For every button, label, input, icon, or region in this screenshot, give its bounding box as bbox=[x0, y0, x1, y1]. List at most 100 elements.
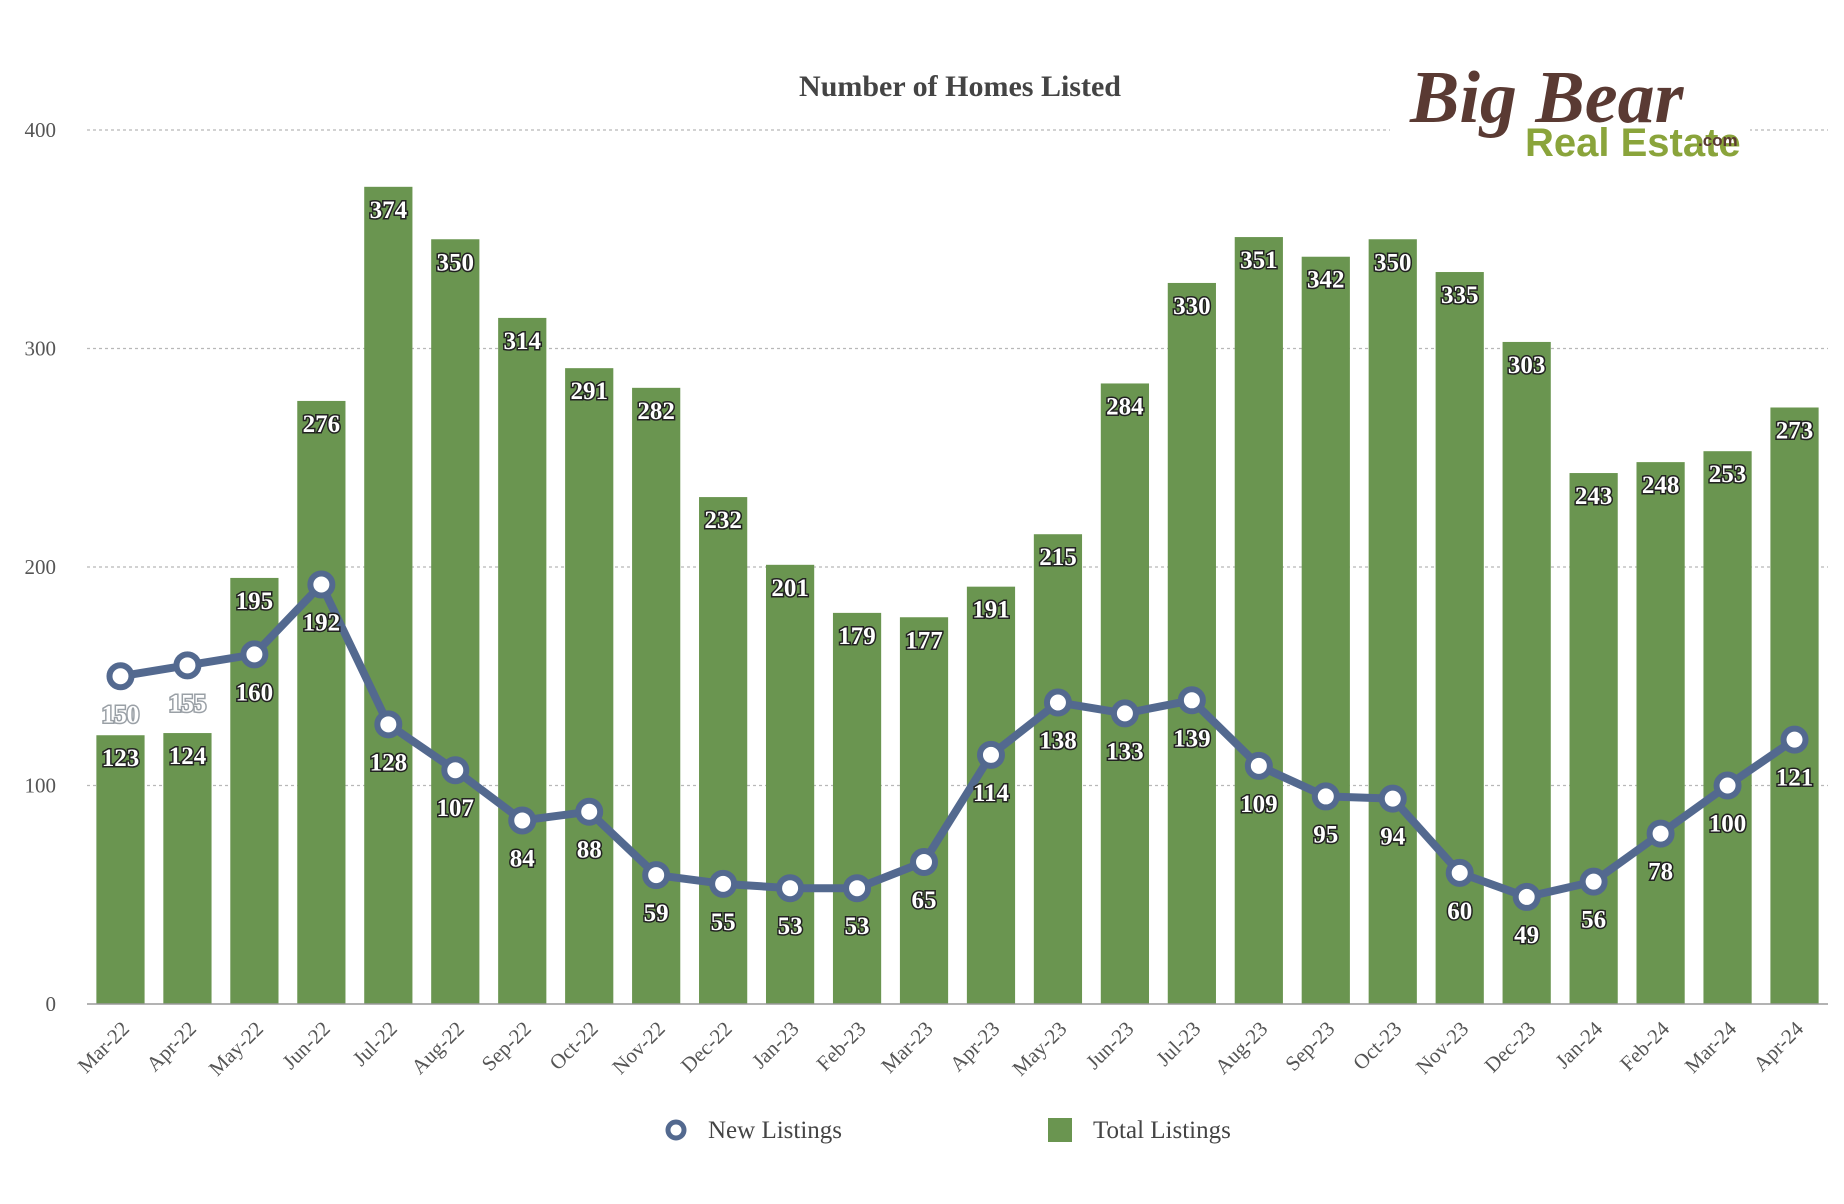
y-tick-label: 100 bbox=[25, 774, 57, 798]
x-tick-label: Dec-22 bbox=[676, 1017, 737, 1078]
bar-value-label: 195 bbox=[236, 588, 274, 615]
new-listings-point bbox=[508, 806, 537, 835]
bar-total-listings bbox=[1569, 473, 1618, 1004]
point-value-label: 53 bbox=[778, 913, 803, 940]
bar-value-label: 276 bbox=[303, 411, 341, 438]
bar-total-listings bbox=[163, 733, 212, 1004]
x-tick-label: May-22 bbox=[204, 1017, 268, 1081]
new-listings-point bbox=[709, 869, 738, 898]
x-tick-label: Mar-22 bbox=[73, 1017, 134, 1078]
new-listings-point bbox=[1646, 819, 1675, 848]
logo-suffix: .com bbox=[1698, 131, 1738, 150]
new-listings-point bbox=[374, 710, 403, 739]
chart-title: Number of Homes Listed bbox=[799, 70, 1121, 103]
x-tick-label: Jul-22 bbox=[348, 1017, 402, 1071]
bar-total-listings bbox=[96, 735, 145, 1004]
bar-total-listings bbox=[1703, 451, 1752, 1004]
x-tick-label: Apr-24 bbox=[1748, 1016, 1808, 1076]
x-tick-label: Apr-23 bbox=[945, 1017, 1005, 1077]
legend-new-listings-marker bbox=[665, 1119, 687, 1141]
bar-total-listings bbox=[431, 239, 480, 1004]
logo-line1: Big Bear bbox=[1409, 57, 1685, 139]
bar-total-listings bbox=[364, 186, 413, 1004]
point-value-label: 109 bbox=[1240, 791, 1278, 818]
legend-item-total-listings: Total Listings bbox=[1048, 1117, 1231, 1144]
y-tick-label: 200 bbox=[25, 555, 57, 579]
bar-value-label: 314 bbox=[504, 328, 542, 355]
x-tick-label: Jan-24 bbox=[1551, 1016, 1608, 1073]
x-tick-label: Aug-23 bbox=[1210, 1017, 1272, 1079]
bar-value-label: 253 bbox=[1709, 461, 1747, 488]
bar-value-label: 191 bbox=[972, 597, 1010, 624]
bar-value-label: 282 bbox=[637, 398, 675, 425]
x-tick-label: Sep-22 bbox=[477, 1017, 536, 1076]
point-value-label: 60 bbox=[1447, 898, 1472, 925]
new-listings-point bbox=[843, 874, 872, 903]
y-tick-label: 0 bbox=[46, 992, 57, 1016]
bar-value-label: 342 bbox=[1307, 267, 1345, 294]
bar-total-listings bbox=[966, 586, 1016, 1004]
new-listings-point bbox=[575, 797, 604, 826]
bar-value-label: 350 bbox=[1374, 249, 1412, 276]
bar-value-label: 351 bbox=[1240, 247, 1278, 274]
logo-line2: Real Estate bbox=[1525, 121, 1741, 165]
point-value-label: 133 bbox=[1106, 738, 1144, 765]
point-value-label: 65 bbox=[912, 887, 937, 914]
x-tick-label: Oct-23 bbox=[1348, 1017, 1406, 1075]
point-value-label: 107 bbox=[437, 795, 475, 822]
x-tick-label: Mar-23 bbox=[876, 1017, 937, 1078]
point-value-label: 192 bbox=[303, 609, 341, 636]
bar-total-listings bbox=[699, 497, 748, 1004]
new-listings-line bbox=[106, 570, 1809, 911]
bar-total-listings bbox=[1435, 272, 1484, 1004]
x-tick-label: Jan-23 bbox=[747, 1017, 804, 1074]
bar-value-label: 232 bbox=[704, 507, 742, 534]
new-listings-point bbox=[776, 874, 805, 903]
point-value-label: 121 bbox=[1776, 765, 1814, 792]
point-value-label: 128 bbox=[370, 749, 408, 776]
x-tick-label: Jun-22 bbox=[278, 1017, 335, 1074]
bar-value-label: 124 bbox=[169, 743, 207, 770]
data-labels: 123 124 195 276 374 350 314 291 282 232 201 179 177 1… bbox=[100, 195, 1815, 950]
point-value-label: 53 bbox=[845, 913, 870, 940]
bar-total-listings bbox=[765, 564, 815, 1004]
x-tick-label: Feb-24 bbox=[1615, 1016, 1674, 1075]
legend-total-listings-swatch bbox=[1048, 1118, 1072, 1142]
point-value-label: 56 bbox=[1581, 907, 1606, 934]
point-value-label: 150 bbox=[102, 701, 140, 728]
x-tick-label: Dec-23 bbox=[1480, 1017, 1541, 1078]
logo: Big Bear Real Estate .com bbox=[1390, 40, 1750, 170]
bar-value-label: 243 bbox=[1575, 483, 1613, 510]
total-listings-bars bbox=[96, 186, 1819, 1005]
new-listings-point bbox=[1713, 771, 1742, 800]
new-listings-point bbox=[1244, 751, 1273, 780]
x-tick-label: Jun-23 bbox=[1081, 1017, 1138, 1074]
new-listings-point bbox=[1177, 686, 1206, 715]
bar-value-label: 335 bbox=[1441, 282, 1479, 309]
new-listings-point bbox=[1445, 858, 1474, 887]
point-value-label: 78 bbox=[1648, 859, 1673, 886]
point-value-label: 139 bbox=[1173, 725, 1211, 752]
legend: New Listings Total Listings bbox=[665, 1117, 1231, 1144]
point-value-label: 55 bbox=[711, 909, 736, 936]
x-tick-label: Aug-22 bbox=[406, 1017, 468, 1079]
point-value-label: 94 bbox=[1380, 824, 1406, 851]
bar-value-label: 179 bbox=[838, 623, 876, 650]
x-tick-label: Jul-23 bbox=[1151, 1017, 1205, 1071]
bar-total-listings bbox=[565, 368, 614, 1004]
new-listings-point bbox=[642, 861, 671, 890]
point-value-label: 95 bbox=[1313, 821, 1338, 848]
bar-total-listings bbox=[297, 400, 346, 1004]
point-value-label: 88 bbox=[577, 837, 602, 864]
bar-value-label: 201 bbox=[771, 575, 809, 602]
y-tick-label: 300 bbox=[25, 337, 57, 361]
bar-total-listings bbox=[498, 317, 547, 1004]
new-listings-point bbox=[1378, 784, 1407, 813]
new-listings-point bbox=[1512, 882, 1541, 911]
new-listings-point bbox=[976, 740, 1005, 769]
bar-total-listings bbox=[1770, 407, 1819, 1004]
new-listings-point bbox=[1579, 867, 1608, 896]
new-listings-point bbox=[1780, 725, 1809, 754]
point-value-label: 59 bbox=[644, 900, 669, 927]
